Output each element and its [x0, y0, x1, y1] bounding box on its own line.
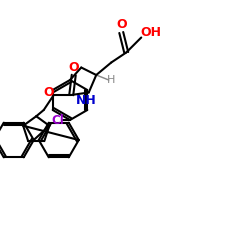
Text: OH: OH	[141, 26, 162, 39]
Text: H: H	[107, 75, 116, 85]
Text: Cl: Cl	[51, 114, 64, 126]
Text: O: O	[68, 61, 79, 74]
Text: NH: NH	[76, 94, 96, 106]
Text: O: O	[44, 86, 54, 99]
Text: O: O	[116, 18, 126, 32]
